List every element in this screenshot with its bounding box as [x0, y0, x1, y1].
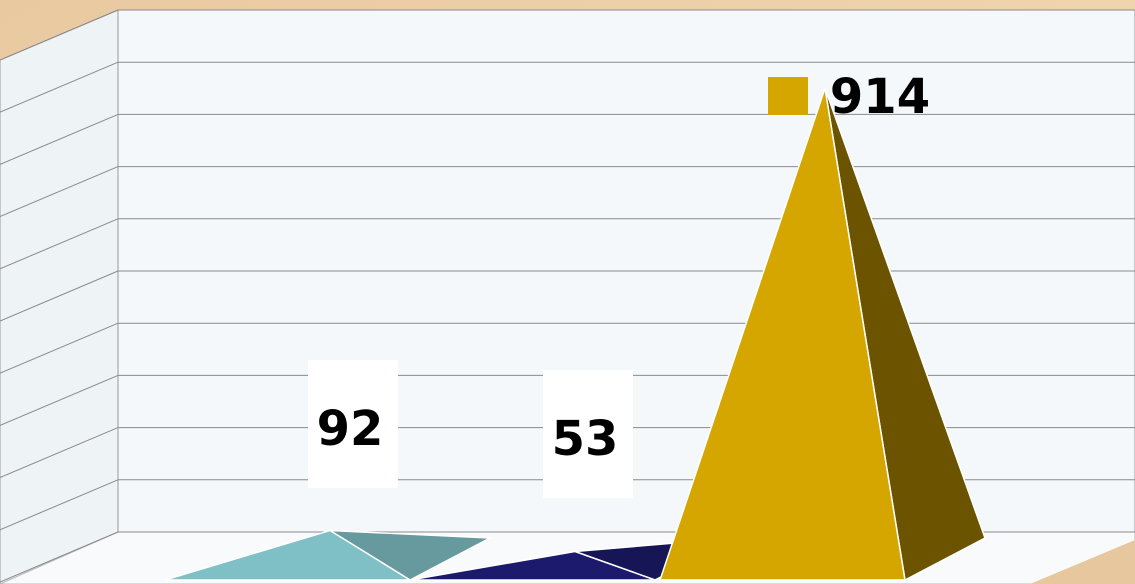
label-box	[543, 370, 633, 498]
label-box	[308, 360, 398, 488]
data-label: 914	[830, 69, 930, 125]
data-label: 53	[552, 411, 619, 467]
grid-line	[0, 113, 1135, 165]
pyramid	[658, 88, 986, 582]
grid-line	[0, 218, 1135, 270]
grid-line	[0, 322, 1135, 374]
side-wall	[0, 9, 119, 584]
floor-corner	[1030, 540, 1135, 584]
grid-line	[0, 270, 1135, 322]
data-label: 92	[317, 401, 384, 457]
label-key	[768, 77, 808, 115]
grid-line	[0, 61, 1135, 113]
pyramid	[164, 529, 493, 581]
grid-line	[0, 9, 1135, 61]
grid-line	[0, 166, 1135, 218]
